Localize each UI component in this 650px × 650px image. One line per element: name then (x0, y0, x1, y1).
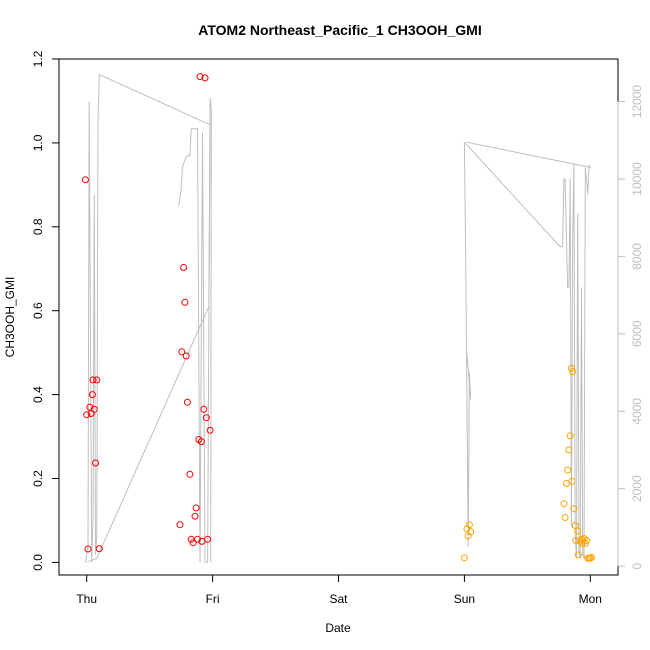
y-tick-label: 0.2 (31, 470, 45, 487)
data-point (564, 466, 572, 474)
data-point (93, 376, 101, 384)
x-tick-label: Sat (329, 592, 348, 606)
data-point (565, 446, 573, 454)
y2-tick-label: 0 (630, 562, 644, 569)
data-point (192, 504, 200, 512)
altitude-line (178, 97, 212, 563)
altitude-line-layer (84, 73, 592, 563)
data-point (182, 352, 190, 360)
x-tick-label: Thu (76, 592, 97, 606)
y-tick-label: 0.6 (31, 302, 45, 319)
data-point (467, 528, 475, 536)
data-point (88, 391, 96, 399)
y2-tick-label: 4000 (630, 398, 644, 425)
y2-tick-label: 2000 (630, 475, 644, 502)
y2-tick-label: 6000 (630, 320, 644, 347)
y2-tick-label: 10000 (630, 162, 644, 196)
y2-tick-label: 12000 (630, 85, 644, 119)
x-axis-label: Date (325, 621, 351, 635)
data-point (574, 551, 582, 559)
data-point (588, 553, 596, 561)
data-point (561, 514, 569, 521)
data-point (568, 477, 576, 485)
data-point (560, 500, 568, 508)
data-point (181, 298, 189, 306)
data-point (196, 73, 204, 81)
data-point (201, 74, 209, 82)
y-tick-label: 1.2 (31, 50, 45, 67)
data-point (186, 470, 194, 478)
y-axis-left: 0.0 0.2 0.4 0.6 0.8 1.0 1.2 (31, 50, 60, 571)
data-point (583, 537, 590, 545)
data-points-layer (81, 73, 596, 562)
y-tick-label: 0.4 (31, 386, 45, 403)
altitude-line (463, 142, 472, 547)
data-point (465, 521, 473, 529)
y-tick-label: 1.0 (31, 134, 45, 151)
data-point (206, 426, 214, 434)
data-point (200, 405, 208, 413)
data-point (95, 545, 103, 553)
data-point (89, 376, 97, 384)
x-tick-label: Mon (579, 592, 602, 606)
data-point (204, 535, 212, 543)
data-point (571, 522, 579, 529)
y2-tick-label: 8000 (630, 243, 644, 270)
data-point (86, 403, 94, 411)
data-point (81, 176, 89, 184)
data-point (178, 348, 186, 356)
x-tick-label: Sun (454, 592, 475, 606)
data-point (84, 545, 92, 553)
data-point (92, 459, 99, 467)
data-point (180, 264, 188, 271)
chart-title: ATOM2 Northeast_Pacific_1 CH3OOH_GMI (198, 22, 481, 38)
data-point (570, 505, 578, 513)
y-tick-label: 0.8 (31, 218, 45, 235)
data-point (197, 438, 205, 446)
data-point (90, 405, 98, 413)
y-tick-label: 0.0 (31, 554, 45, 571)
altitude-line (464, 141, 592, 559)
data-point (567, 364, 575, 372)
data-point (460, 554, 468, 562)
data-point (586, 554, 594, 562)
x-tick-label: Fri (206, 592, 220, 606)
data-point (202, 414, 210, 422)
y-axis-right: 0 2000 4000 6000 8000 10000 12000 (617, 85, 644, 569)
data-point (194, 535, 201, 543)
data-point (176, 521, 184, 529)
data-point (83, 411, 91, 419)
data-point (191, 512, 199, 520)
data-point (189, 539, 197, 547)
data-point (566, 432, 574, 440)
data-point (569, 368, 577, 375)
x-axis: Thu Fri Sat Sun Mon (76, 574, 602, 606)
y-axis-label: CH3OOH_GMI (3, 277, 17, 358)
data-point (574, 527, 582, 535)
data-point (183, 398, 191, 406)
